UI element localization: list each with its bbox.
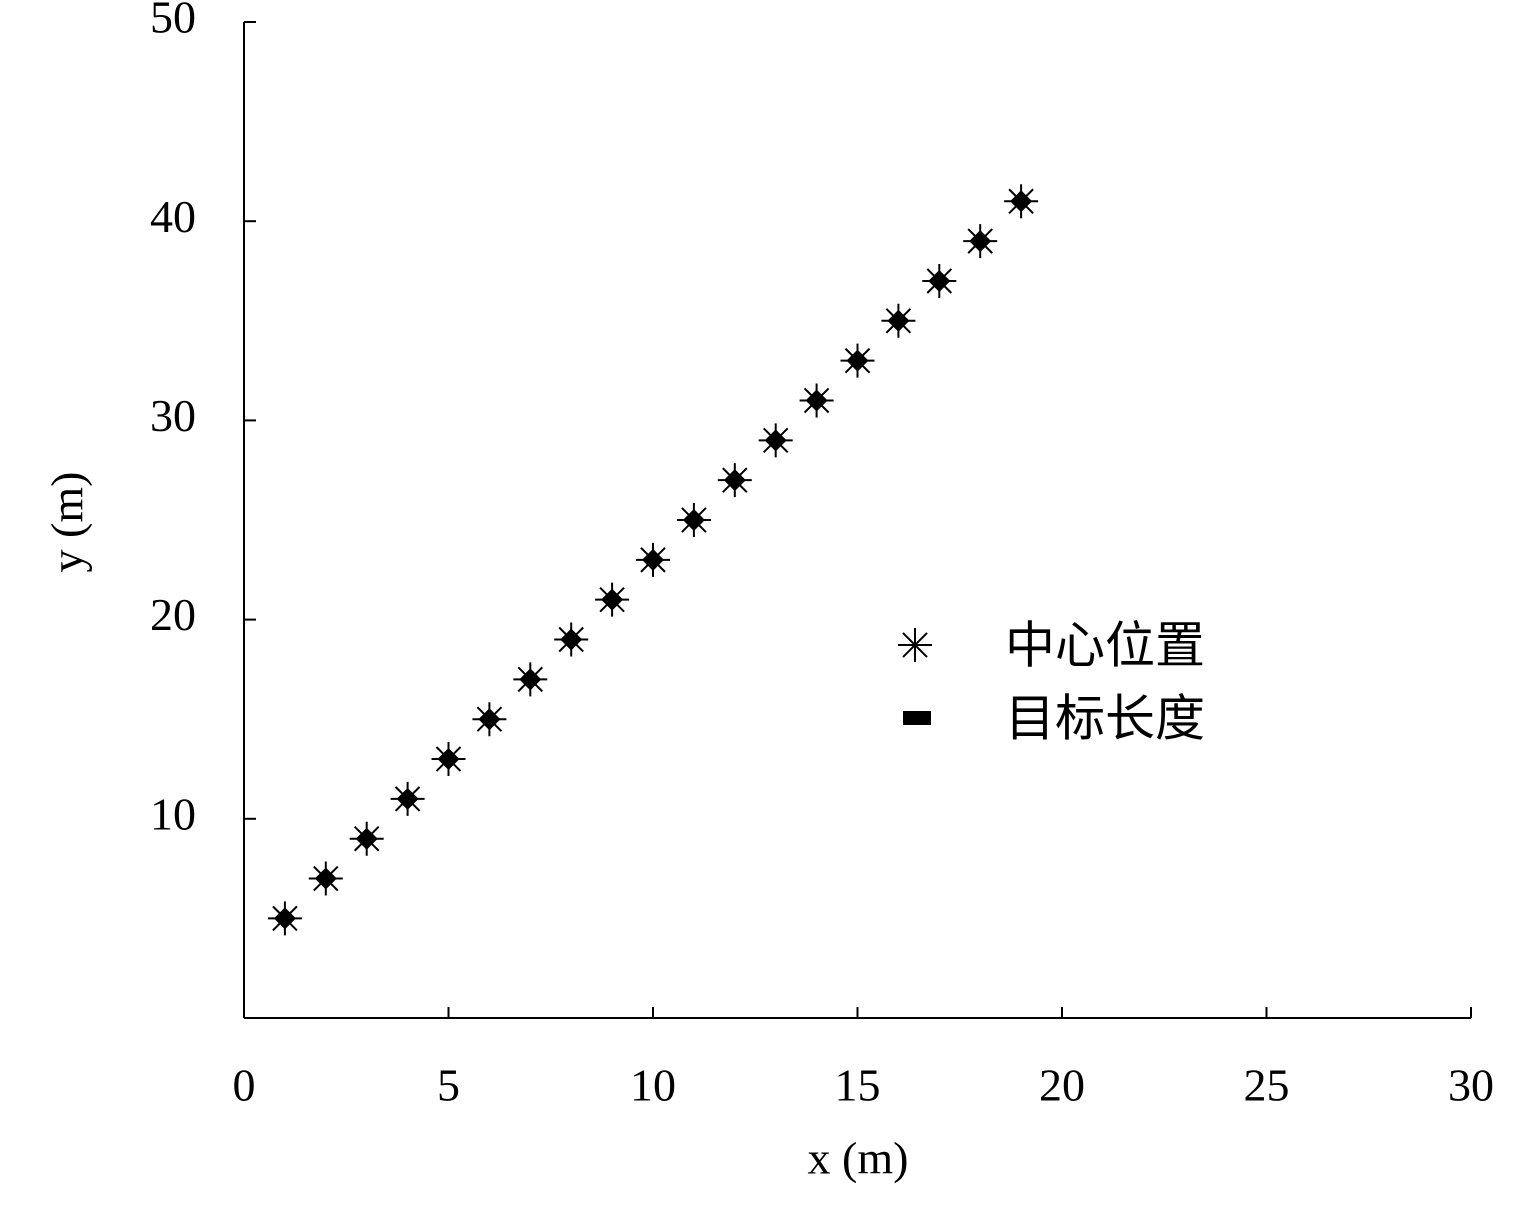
x-tick-label: 10	[630, 1060, 676, 1111]
point	[396, 787, 419, 810]
legend-label: 目标长度	[1005, 690, 1205, 748]
x-tick-label: 30	[1448, 1060, 1494, 1111]
y-tick-label: 50	[150, 0, 196, 43]
y-axis-label: y (m)	[42, 472, 93, 573]
y-tick-label: 40	[150, 191, 196, 242]
legend-marker	[898, 628, 932, 662]
point	[887, 309, 910, 332]
point	[273, 907, 296, 930]
y-tick-label: 30	[150, 390, 196, 441]
x-tick-label: 25	[1244, 1060, 1290, 1111]
x-tick-label: 20	[1039, 1060, 1085, 1111]
point	[642, 548, 664, 571]
legend-marker	[903, 711, 931, 725]
y-tick-label: 20	[150, 589, 196, 640]
point	[805, 389, 828, 412]
point	[1010, 190, 1033, 213]
point	[601, 588, 624, 611]
y-tick-label: 10	[150, 788, 196, 839]
point	[723, 469, 746, 492]
x-tick-label: 15	[835, 1060, 881, 1111]
point	[560, 628, 583, 651]
point	[969, 230, 992, 253]
x-tick-label: 0	[233, 1060, 256, 1111]
point	[764, 429, 787, 452]
point	[519, 668, 542, 691]
point	[846, 349, 869, 372]
point	[478, 708, 501, 731]
legend-label: 中心位置	[1005, 617, 1205, 675]
point	[437, 748, 460, 771]
point	[682, 509, 705, 531]
x-axis-label: x (m)	[808, 1133, 909, 1184]
x-tick-label: 5	[437, 1060, 460, 1111]
point	[355, 827, 378, 850]
point	[928, 269, 951, 292]
point	[314, 867, 337, 890]
